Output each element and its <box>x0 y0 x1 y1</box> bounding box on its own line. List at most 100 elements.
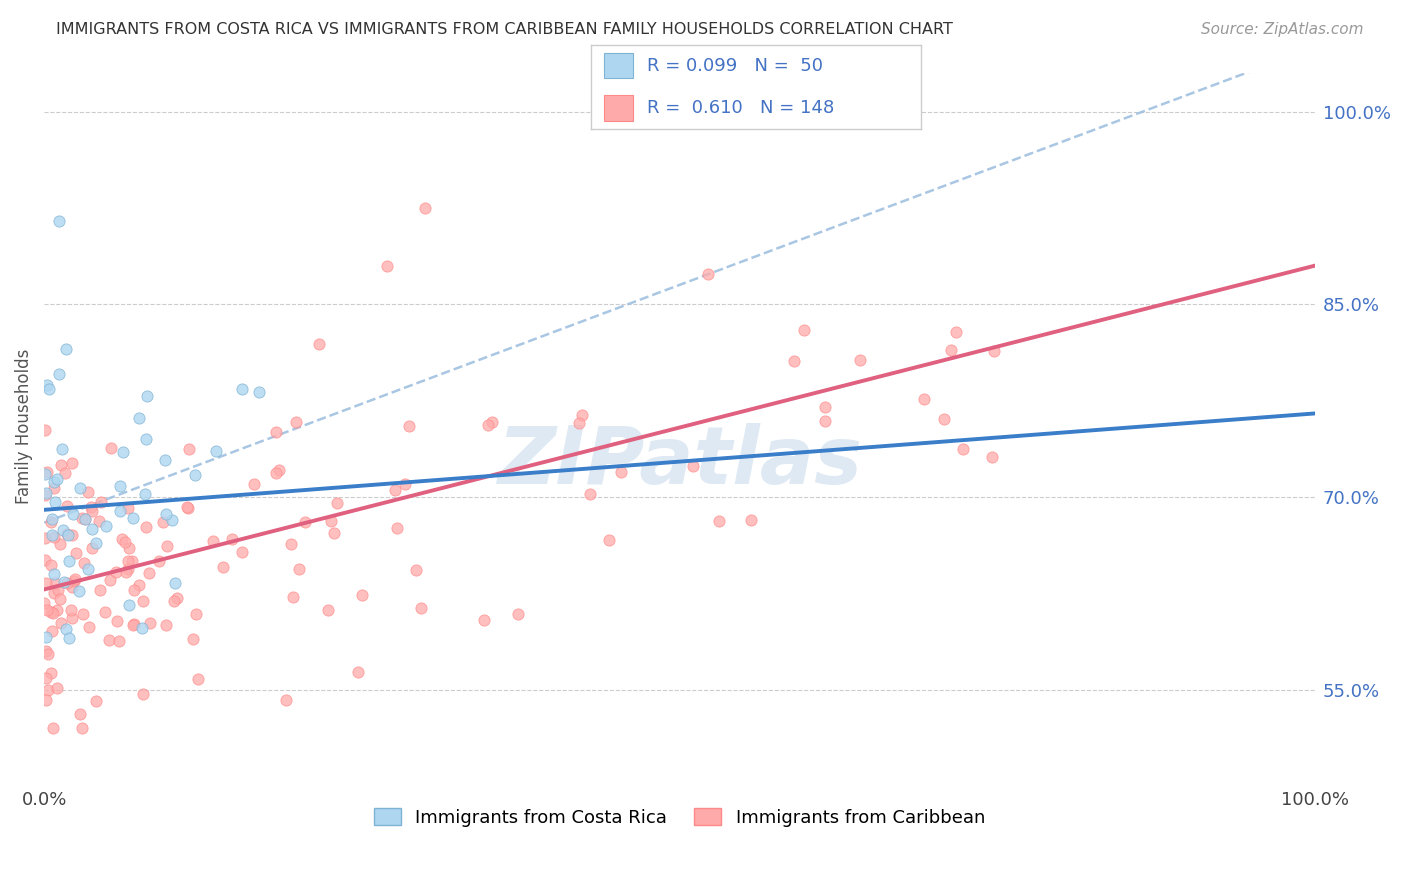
Point <box>52 523 75 537</box>
Point <box>394 476 416 491</box>
Point <box>578 487 600 501</box>
Point <box>181 632 204 647</box>
Point <box>35 575 58 590</box>
Point <box>124 583 146 598</box>
Point <box>48 213 70 227</box>
Point <box>35 630 58 644</box>
Point <box>814 414 837 428</box>
Point <box>269 463 291 477</box>
Point <box>37 603 59 617</box>
Point <box>77 562 100 576</box>
Point <box>413 201 436 215</box>
Point <box>481 415 503 429</box>
Point <box>783 353 806 368</box>
Point <box>308 337 330 351</box>
Point <box>34 423 56 437</box>
Point <box>70 721 93 735</box>
Point <box>35 693 58 707</box>
Point <box>46 681 69 696</box>
Point <box>128 411 150 425</box>
Point <box>135 389 157 403</box>
Point <box>152 515 174 529</box>
Point <box>849 352 872 367</box>
Point <box>112 445 135 459</box>
Point <box>35 377 58 392</box>
Point <box>37 647 59 661</box>
Point <box>62 574 84 588</box>
Point <box>945 325 967 339</box>
Point <box>165 576 187 591</box>
Point <box>134 487 156 501</box>
Point <box>65 572 87 586</box>
Point <box>73 556 96 570</box>
Point <box>121 511 143 525</box>
Point <box>69 481 91 495</box>
Point <box>73 512 96 526</box>
Point <box>80 541 103 556</box>
Point <box>42 721 65 735</box>
Point <box>49 537 72 551</box>
Point <box>48 367 70 381</box>
Point <box>90 495 112 509</box>
Point <box>912 392 935 406</box>
Point <box>65 546 87 560</box>
Point <box>472 613 495 627</box>
Point <box>35 486 58 500</box>
Point <box>506 607 529 621</box>
Point <box>405 563 427 577</box>
Point <box>122 617 145 632</box>
Point <box>44 567 66 582</box>
Point <box>283 591 305 605</box>
Point <box>100 441 122 455</box>
Point <box>121 618 143 632</box>
Point <box>42 475 65 489</box>
Point <box>177 442 200 457</box>
Point <box>118 541 141 555</box>
Point <box>247 384 270 399</box>
Point <box>34 671 56 685</box>
Point <box>60 580 83 594</box>
Point <box>155 618 177 632</box>
Point <box>321 514 343 528</box>
Text: IMMIGRANTS FROM COSTA RICA VS IMMIGRANTS FROM CARIBBEAN FAMILY HOUSEHOLDS CORREL: IMMIGRANTS FROM COSTA RICA VS IMMIGRANTS… <box>56 22 953 37</box>
Point <box>55 343 77 357</box>
Point <box>96 519 118 533</box>
Point <box>41 624 63 638</box>
Point <box>212 559 235 574</box>
Point <box>814 400 837 414</box>
Point <box>39 515 62 529</box>
Point <box>609 465 631 479</box>
Point <box>110 532 132 546</box>
Bar <box>603 54 634 78</box>
Point <box>398 418 420 433</box>
Point <box>37 682 59 697</box>
Point <box>202 533 225 548</box>
Point <box>58 632 80 646</box>
Point <box>93 605 115 619</box>
Point <box>682 459 704 474</box>
Point <box>264 466 287 480</box>
Point <box>73 512 96 526</box>
Point <box>56 575 79 590</box>
Point <box>176 501 198 516</box>
Point <box>62 508 84 522</box>
Point <box>131 687 153 701</box>
Point <box>56 528 79 542</box>
Point <box>76 485 98 500</box>
Point <box>162 594 184 608</box>
Point <box>740 512 762 526</box>
Point <box>375 259 398 273</box>
Point <box>46 583 69 598</box>
Point <box>35 644 58 658</box>
Point <box>707 514 730 528</box>
Point <box>67 584 90 599</box>
Point <box>34 467 56 482</box>
Point <box>280 536 302 550</box>
Point <box>84 694 107 708</box>
Point <box>105 614 128 628</box>
Point <box>34 532 56 546</box>
Point <box>148 554 170 568</box>
Point <box>34 553 56 567</box>
Point <box>121 554 143 568</box>
Point <box>934 412 956 426</box>
